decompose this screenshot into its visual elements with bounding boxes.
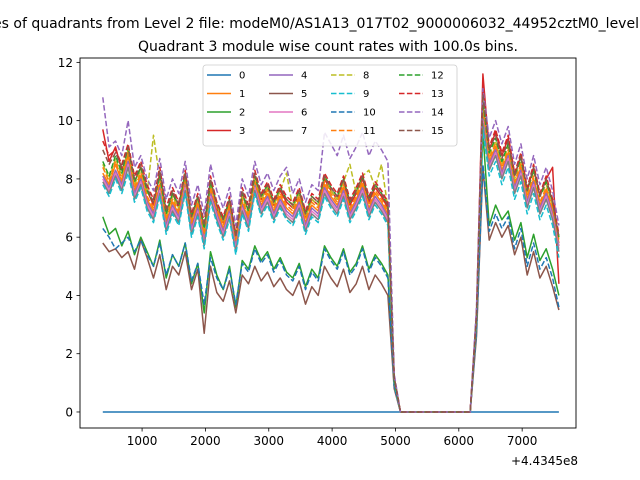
x-tick-label: 4000 (317, 434, 348, 448)
series-line-5 (102, 166, 560, 413)
legend-label-9: 9 (363, 89, 369, 100)
y-tick-label: 6 (65, 231, 73, 245)
y-axis: 0 2 4 6 8 10 12 (58, 56, 80, 419)
x-tick-label: 5000 (380, 434, 411, 448)
legend-label-14: 14 (431, 108, 444, 119)
series-line-7 (102, 122, 560, 413)
x-tick-label: 7000 (507, 434, 538, 448)
series-line-10 (102, 163, 560, 413)
figure-suptitle: Plot of Count rates of quadrants from Le… (0, 16, 640, 32)
y-tick-label: 4 (65, 289, 73, 303)
axes-frame (79, 57, 577, 429)
y-tick-label: 8 (65, 172, 73, 186)
legend-label-12: 12 (431, 71, 444, 82)
legend-label-5: 5 (301, 89, 307, 100)
series-line-8 (102, 102, 560, 413)
plot-area (79, 57, 577, 429)
series-line-11 (102, 105, 560, 413)
series-layer (102, 73, 560, 413)
x-tick-label: 3000 (253, 434, 284, 448)
legend-label-7: 7 (301, 126, 307, 137)
series-line-3 (102, 73, 560, 413)
series-line-9 (102, 128, 560, 413)
chart-title: Quadrant 3 module wise count rates with … (138, 39, 518, 55)
x-tick-label: 6000 (444, 434, 475, 448)
y-tick-label: 12 (58, 56, 73, 70)
series-line-6 (102, 119, 560, 413)
series-line-13 (102, 82, 560, 413)
x-tick-label: 1000 (127, 434, 158, 448)
y-tick-label: 2 (65, 347, 73, 361)
legend-label-3: 3 (239, 126, 245, 137)
y-tick-label: 10 (58, 114, 73, 128)
legend-label-4: 4 (301, 71, 307, 82)
legend-label-1: 1 (239, 89, 245, 100)
x-tick-label: 2000 (190, 434, 221, 448)
legend-label-6: 6 (301, 108, 307, 119)
series-line-15 (102, 93, 560, 413)
legend-label-0: 0 (239, 71, 245, 82)
legend-label-2: 2 (239, 108, 245, 119)
series-line-12 (102, 99, 560, 413)
legend-label-13: 13 (431, 89, 444, 100)
legend-label-10: 10 (363, 108, 376, 119)
series-line-4 (102, 114, 560, 413)
x-axis: 1000 2000 3000 4000 5000 6000 7000 (127, 428, 538, 448)
y-tick-label: 0 (65, 405, 73, 419)
legend-label-11: 11 (363, 126, 376, 137)
x-offset-label: +4.4345e8 (511, 454, 578, 468)
legend-box (202, 64, 458, 147)
legend-label-8: 8 (363, 71, 369, 82)
series-line-14 (102, 87, 560, 413)
series-line-1 (102, 108, 560, 413)
legend-label-15: 15 (431, 126, 444, 137)
